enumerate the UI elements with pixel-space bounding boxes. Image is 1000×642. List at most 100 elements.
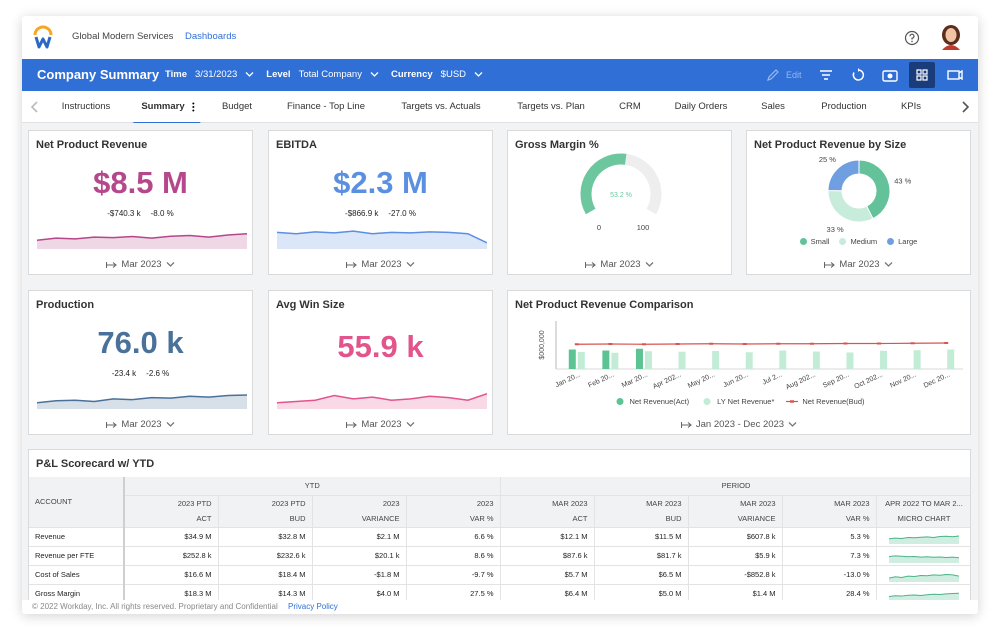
tab[interactable]: Daily Orders [675,91,728,122]
value-cell: $87.6 k [500,546,594,565]
kpi-value: 76.0 k [29,325,252,361]
value-cell: -13.0 % [782,565,876,584]
logo-arc [35,27,51,35]
workday-logo[interactable] [32,25,54,49]
value-cell: $20.1 k [312,546,406,565]
card-title: Production [36,299,94,311]
icon [107,262,117,268]
tab[interactable]: KPIs [901,91,921,122]
period-selector[interactable]: Mar 2023 [29,259,252,270]
value-cell: $18.3 M [124,584,218,600]
kpi-value: 55.9 k [269,329,492,365]
micro-chart [889,530,959,544]
tab[interactable]: Instructions [62,91,111,122]
delta-percent: -27.0 % [388,209,416,218]
dashboard-content: Net Product Revenue$8.5 M-$740.3 k-8.0 %… [22,123,978,600]
micro-area [889,593,959,600]
refresh-icon[interactable] [851,68,865,82]
period-label: Mar 2023 [361,259,401,270]
value-cell: $81.7 k [594,546,688,565]
value-cell: 5.3 % [782,527,876,546]
help-dot [911,41,913,43]
period-label: Mar 2023 [600,259,640,270]
period-label: Jan 2023 - Dec 2023 [696,419,784,430]
chevron [371,73,378,77]
icon [586,262,596,268]
x-tick-label: Apr 202... [652,371,683,390]
period-selector[interactable]: Mar 2023 [747,259,970,270]
tab-bar: Instructions Summary Budget Finance - Top L… [22,91,978,123]
sparkline [277,381,487,409]
tab[interactable]: Production [821,91,866,122]
camera-icon[interactable] [882,68,898,82]
table-row: Gross Margin$18.3 M$14.3 M$4.0 M27.5 %$6… [29,584,971,600]
tab[interactable]: Targets vs. Actuals [401,91,480,122]
tab[interactable]: Finance - Top Line [287,91,365,122]
filter[interactable]: Time3/31/2023 [165,69,254,80]
legend-item: Large [887,237,917,246]
period-label: Mar 2023 [839,259,879,270]
filters: Time3/31/2023 LevelTotal Company Currency$… [165,69,483,80]
chevron [32,102,37,112]
column-header: 2023 [406,495,500,511]
avatar-body [942,45,960,50]
bar [914,350,921,369]
y-axis-label: $000,000 [539,330,546,359]
edit-label[interactable]: Edit [786,70,802,80]
filter[interactable]: LevelTotal Company [266,69,379,80]
tabs-right-arrow[interactable] [960,101,970,113]
top-header: Global Modern Services Dashboards [22,16,978,59]
legend-swatch [701,398,713,405]
present-icon[interactable] [947,68,963,82]
filter-icon[interactable] [819,68,833,82]
grid-view-button[interactable] [909,62,935,88]
value-cell: $5.7 M [500,565,594,584]
delta-percent: -8.0 % [151,209,174,218]
kpi-card: Production76.0 k-23.4 k-2.6 %Mar 2023 [28,290,253,435]
chevron [963,102,968,112]
period-selector[interactable]: Mar 2023 [269,419,492,430]
avatar[interactable] [940,24,962,50]
tab[interactable]: Summary [133,91,200,124]
value-cell: $18.4 M [218,565,312,584]
account-cell: Revenue per FTE [29,546,124,565]
legend-label: LY Net Revenue* [717,397,774,406]
tab[interactable]: Sales [761,91,785,122]
privacy-link[interactable]: Privacy Policy [288,602,338,611]
bar [611,353,618,369]
filter-value: Total Company [299,69,362,80]
tab[interactable]: Budget [222,91,252,122]
gauge-value-arc [586,159,626,212]
tab-label: Budget [222,101,252,112]
value-cell: $2.1 M [312,527,406,546]
tab[interactable]: Targets vs. Plan [517,91,585,122]
period-selector[interactable]: Mar 2023 [508,259,731,270]
tab[interactable]: CRM [619,91,641,122]
tabs-left-arrow[interactable] [30,101,40,113]
bar [880,351,887,369]
value-cell: 7.3 % [782,546,876,565]
edit-icon[interactable] [766,68,780,82]
chevron [646,263,653,267]
dashboards-link[interactable]: Dashboards [185,31,236,42]
filter-value: $USD [441,69,466,80]
help-icon[interactable] [904,30,920,46]
delta-value: -23.4 k [112,369,136,378]
period-selector[interactable]: Mar 2023 [29,419,252,430]
value-cell: $607.8 k [688,527,782,546]
swatch [839,238,846,245]
period-selector[interactable]: Mar 2023 [269,259,492,270]
dropdown-chevron [645,261,654,268]
period-selector[interactable]: Jan 2023 - Dec 2023 [508,419,970,430]
bar [746,352,753,369]
swatch [800,238,807,245]
micro-chart-cell [876,584,971,600]
filter[interactable]: Currency$USD [391,69,483,80]
column-header: 2023 PTD [218,495,312,511]
chevron [246,73,253,77]
value-cell: 27.5 % [406,584,500,600]
dropdown-chevron [788,421,797,428]
tab-menu[interactable] [192,102,196,112]
card-title: Net Product Revenue [36,139,147,151]
